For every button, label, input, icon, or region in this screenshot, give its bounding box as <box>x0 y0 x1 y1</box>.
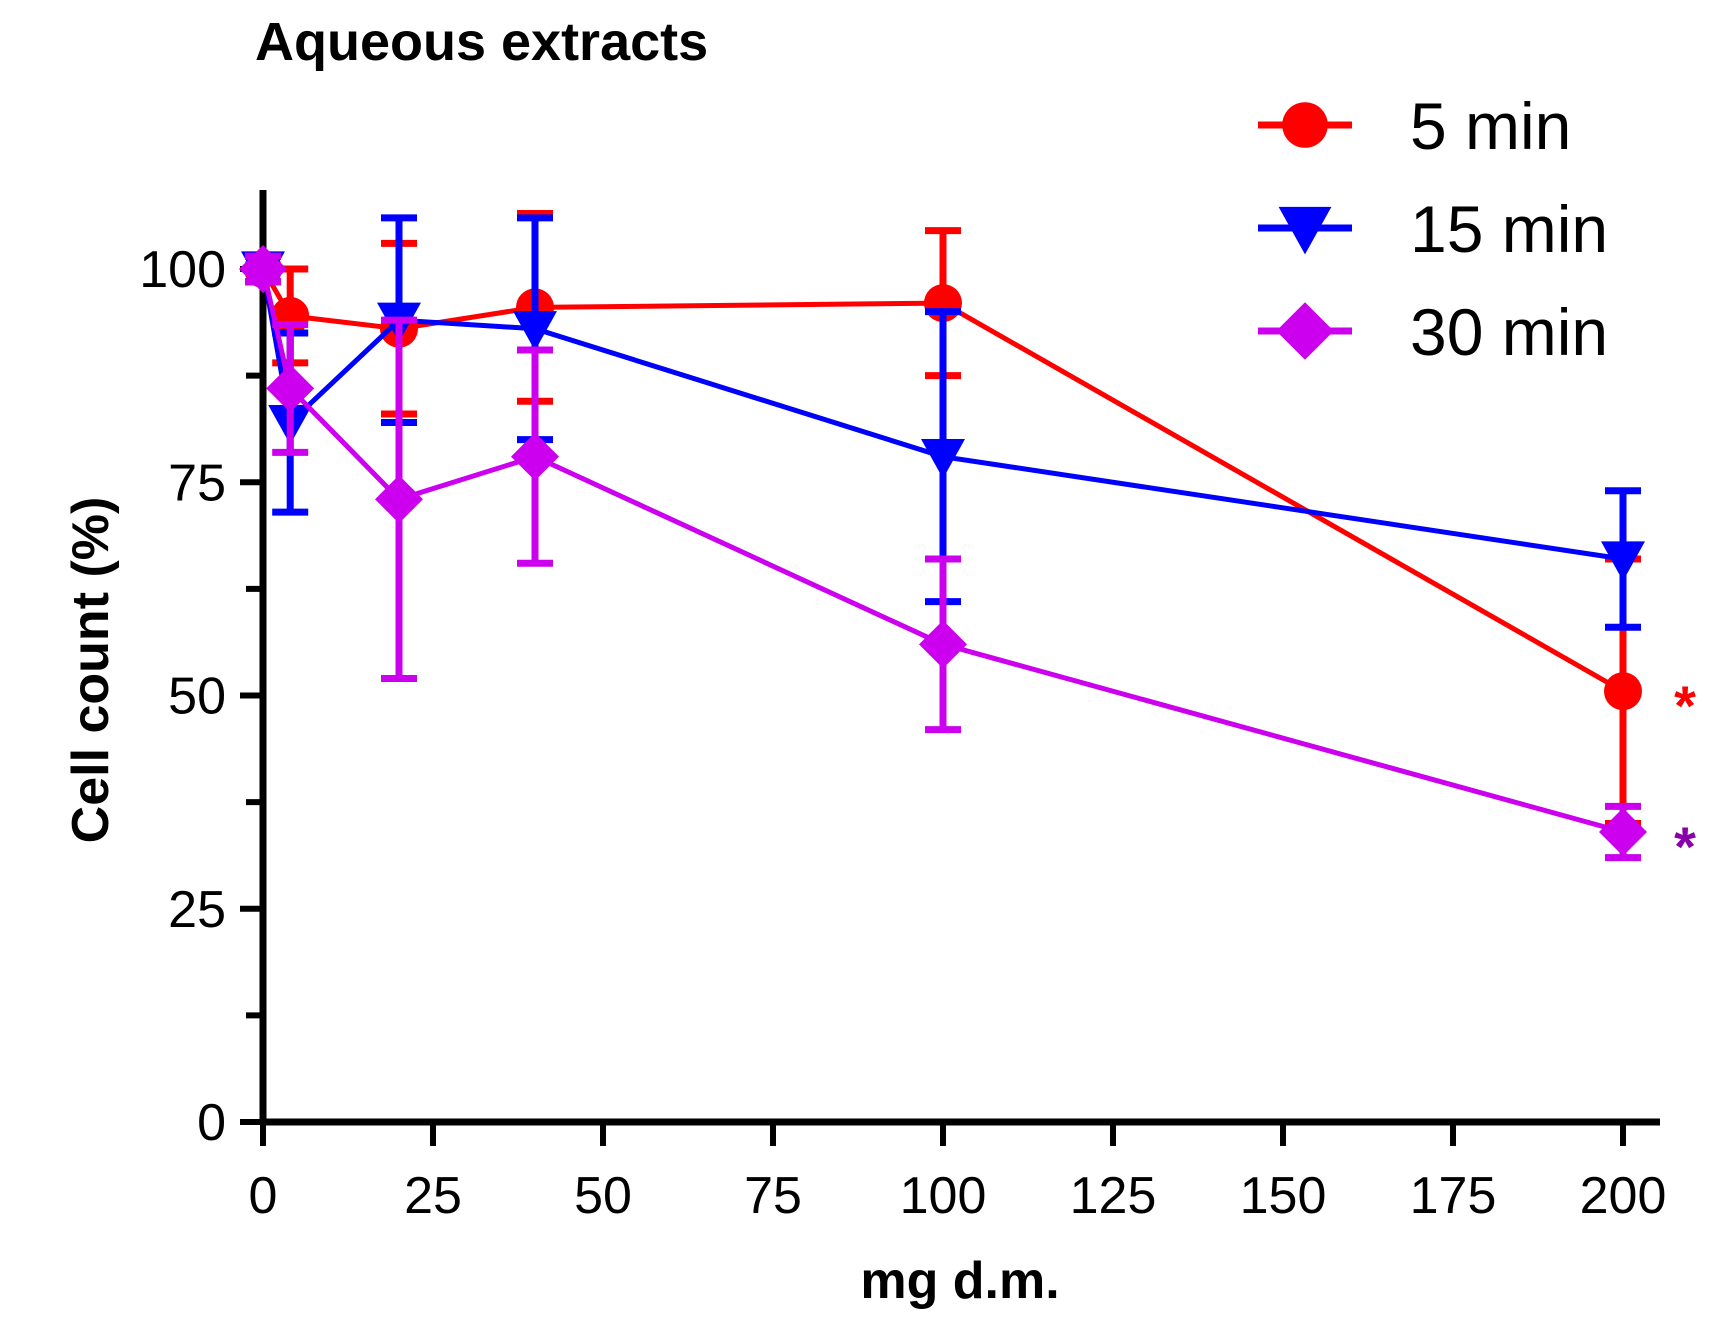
y-tick-label: 25 <box>168 881 226 939</box>
x-tick-label: 150 <box>1240 1167 1327 1225</box>
legend-item: 30 min <box>1258 295 1608 369</box>
legend-label: 30 min <box>1410 295 1608 369</box>
x-tick-label: 200 <box>1580 1167 1667 1225</box>
y-tick-label: 0 <box>197 1094 226 1152</box>
data-point-diamond <box>375 475 423 524</box>
data-point-circle <box>1604 672 1642 711</box>
significance-marker: * <box>1674 815 1696 878</box>
x-axis-title: mg d.m. <box>860 1252 1059 1310</box>
data-point-diamond <box>511 432 559 481</box>
legend-item: 5 min <box>1258 89 1571 163</box>
y-axis-title: Cell count (%) <box>62 497 120 844</box>
data-point-triangle <box>513 311 557 351</box>
x-tick-label: 0 <box>249 1167 278 1225</box>
data-point-triangle <box>921 439 965 479</box>
data-point-diamond <box>266 364 315 413</box>
series-30-min: * <box>239 245 1696 878</box>
y-tick-label: 100 <box>139 241 226 299</box>
x-tick-label: 25 <box>404 1167 462 1225</box>
series-line <box>260 268 1624 835</box>
y-tick-label: 50 <box>168 668 226 726</box>
legend-label: 5 min <box>1410 89 1571 163</box>
y-ticks: 0 25 50 75 100 <box>139 241 263 1152</box>
x-tick-label: 125 <box>1070 1167 1157 1225</box>
x-tick-label: 50 <box>574 1167 632 1225</box>
x-tick-label: 75 <box>744 1167 802 1225</box>
data-point-diamond <box>1599 807 1647 856</box>
data-point-diamond <box>1276 302 1334 360</box>
legend: 5 min 15 min 30 min <box>1258 89 1608 369</box>
data-point-triangle <box>1278 206 1332 255</box>
x-tick-label: 175 <box>1410 1167 1497 1225</box>
data-point-triangle <box>1601 541 1645 582</box>
legend-label: 15 min <box>1410 192 1608 266</box>
significance-marker: * <box>1674 674 1696 737</box>
series-layer: ** <box>239 210 1696 878</box>
data-point-diamond <box>919 620 967 669</box>
data-point-circle <box>1282 102 1328 148</box>
legend-item: 15 min <box>1258 192 1608 266</box>
axes <box>259 190 1660 1126</box>
y-tick-label: 75 <box>168 454 226 512</box>
chart-title: Aqueous extracts <box>255 12 708 72</box>
x-tick-label: 100 <box>900 1167 987 1225</box>
data-point-diamond <box>239 245 287 293</box>
x-ticks: 0 25 50 75 100 125 150 175 200 <box>249 1122 1667 1225</box>
